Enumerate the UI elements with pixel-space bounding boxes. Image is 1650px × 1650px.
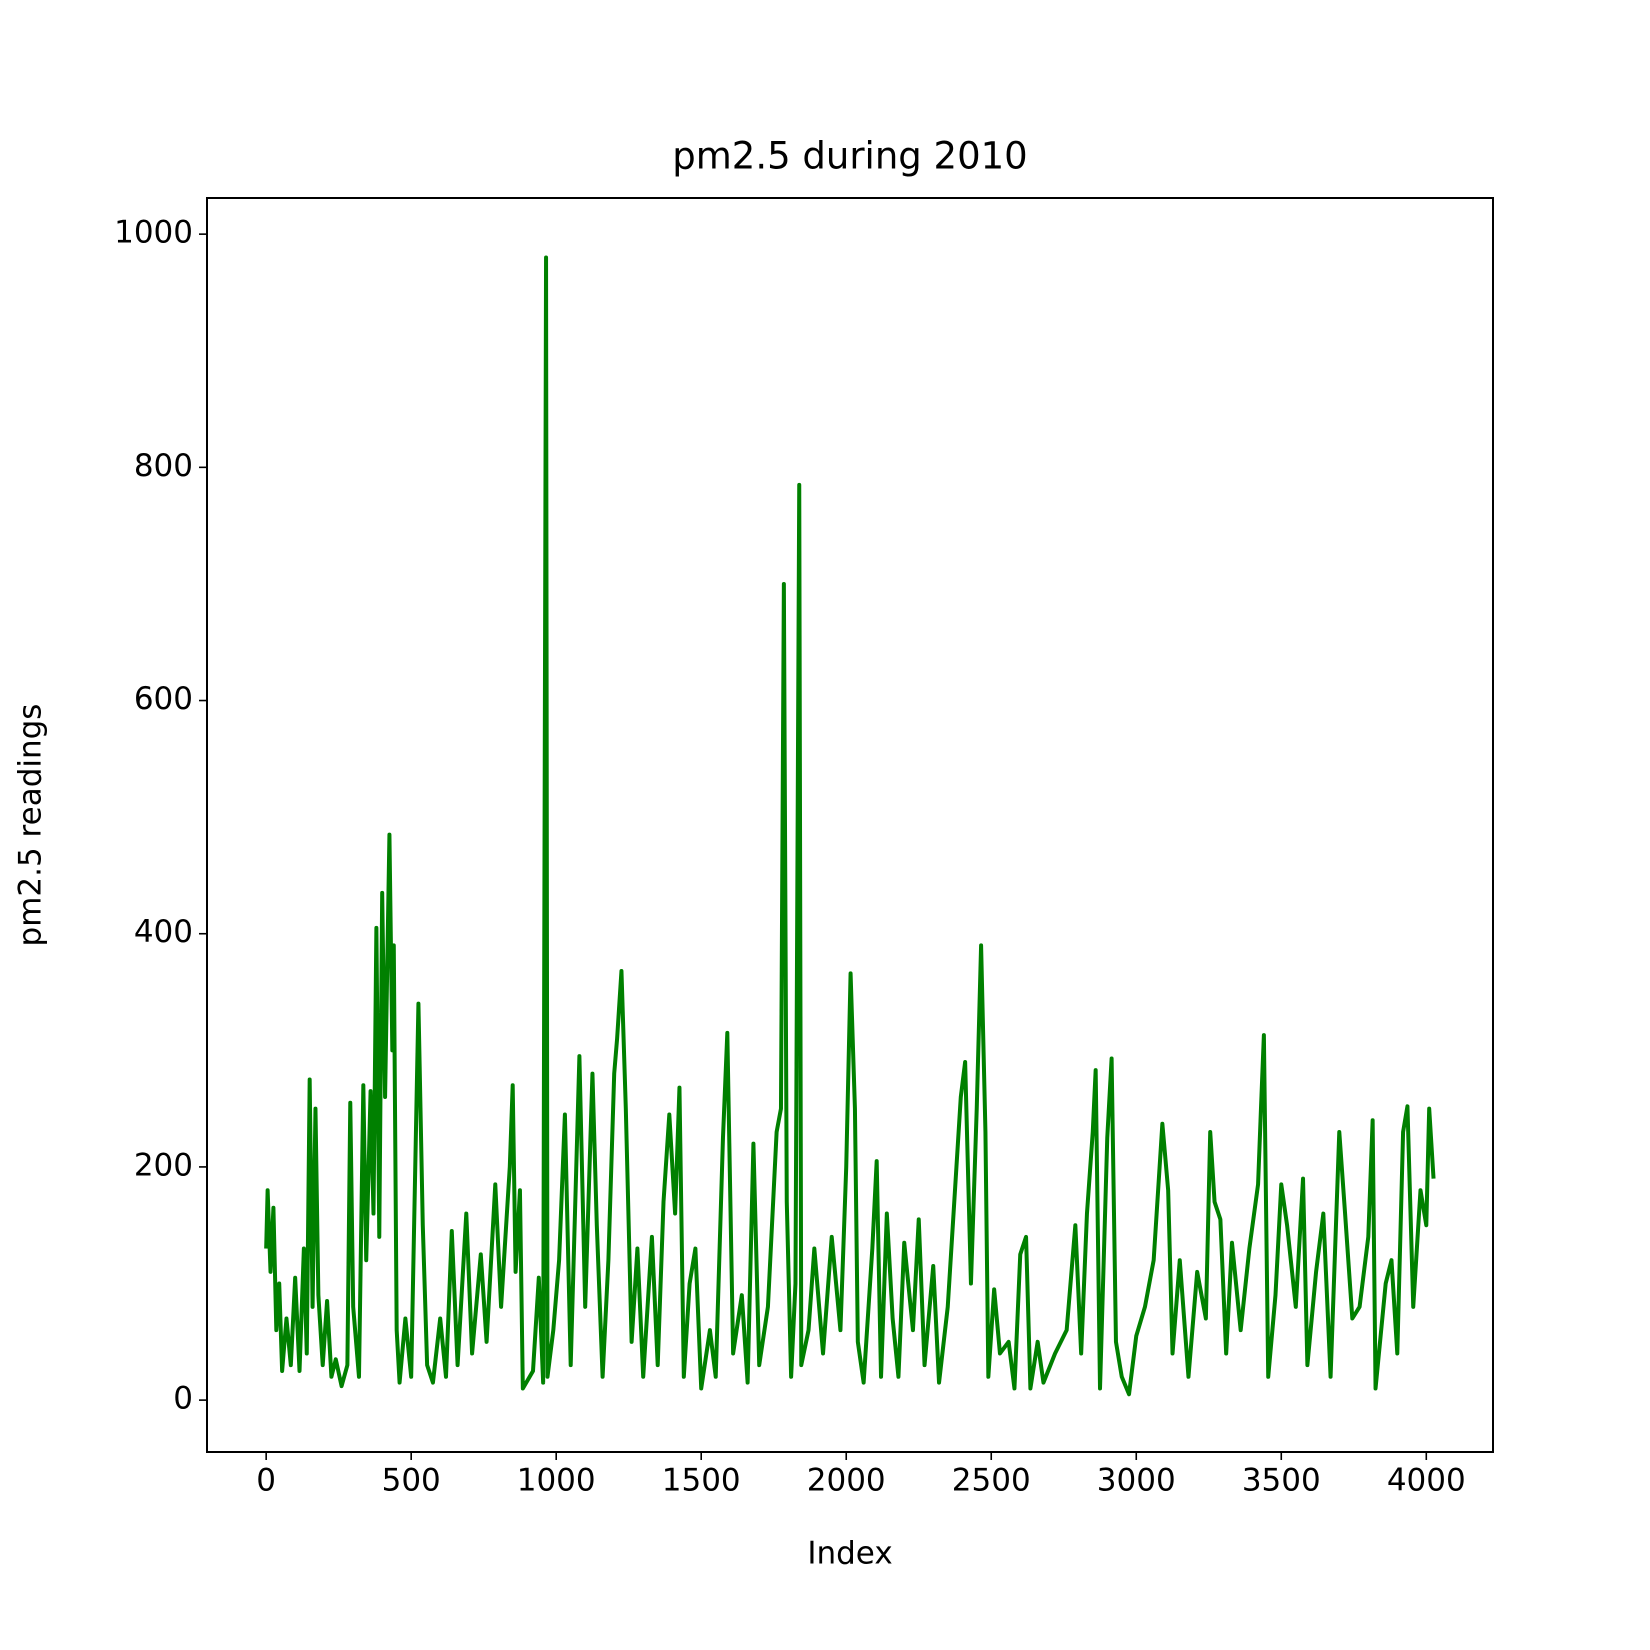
x-tick-label: 4000	[1387, 1463, 1466, 1499]
x-tick-label: 500	[382, 1463, 441, 1499]
y-tick-label: 800	[134, 448, 193, 484]
x-tick-label: 3000	[1097, 1463, 1176, 1499]
x-tick-label: 2000	[807, 1463, 886, 1499]
y-tick-label: 200	[134, 1147, 193, 1183]
x-tick-label: 2500	[952, 1463, 1031, 1499]
chart-title: pm2.5 during 2010	[672, 135, 1027, 178]
x-tick-label: 1500	[662, 1463, 741, 1499]
x-tick-label: 1000	[517, 1463, 596, 1499]
x-tick-label: 0	[256, 1463, 276, 1499]
y-tick-label: 1000	[114, 215, 193, 251]
y-tick-label: 0	[173, 1381, 193, 1417]
x-tick-label: 3500	[1242, 1463, 1321, 1499]
y-tick-label: 600	[134, 681, 193, 717]
y-axis-label: pm2.5 readings	[13, 704, 49, 947]
plot-frame	[206, 197, 1494, 1453]
x-axis-label: Index	[807, 1536, 892, 1572]
data-line	[264, 255, 1436, 1397]
y-tick-label: 400	[134, 914, 193, 950]
